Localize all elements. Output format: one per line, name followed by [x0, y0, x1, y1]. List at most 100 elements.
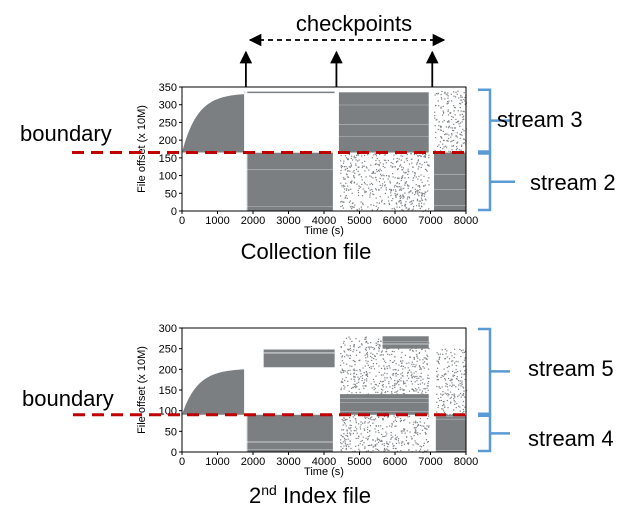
scatter-point — [404, 177, 406, 179]
scatter-point — [360, 206, 362, 208]
scatter-point — [401, 375, 403, 377]
scatter-point — [349, 424, 351, 426]
scatter-point — [406, 436, 408, 438]
scatter-point — [395, 447, 397, 450]
scatter-point — [419, 445, 421, 447]
scatter-point — [406, 375, 409, 377]
scatter-point — [357, 376, 359, 378]
scatter-point — [419, 389, 421, 391]
scatter-point — [380, 425, 382, 427]
scatter-point — [358, 448, 360, 450]
scatter-point — [397, 167, 399, 170]
scatter-point — [410, 153, 412, 155]
scatter-point — [449, 413, 451, 415]
scatter-point — [420, 179, 422, 181]
scatter-point — [378, 431, 380, 434]
scatter-point — [371, 182, 373, 184]
scatter-point — [385, 174, 388, 177]
scatter-point — [375, 188, 377, 190]
scatter-point — [397, 177, 399, 179]
scatter-point — [339, 364, 342, 366]
scatter-point — [446, 386, 449, 388]
scatter-point — [445, 133, 447, 135]
scatter-point — [394, 434, 397, 436]
scatter-point — [382, 165, 384, 167]
scatter-point — [426, 385, 428, 387]
scatter-point — [453, 399, 455, 402]
scatter-point — [426, 354, 428, 356]
scatter-point — [457, 90, 459, 92]
scatter-point — [458, 384, 460, 386]
scatter-point — [387, 196, 389, 198]
scatter-point — [402, 195, 404, 197]
scatter-point — [380, 392, 382, 395]
scatter-point — [345, 337, 348, 339]
scatter-point — [440, 129, 442, 132]
scatter-point — [404, 205, 406, 207]
scatter-point — [374, 387, 376, 390]
scatter-point — [369, 183, 371, 185]
scatter-point — [410, 190, 412, 192]
scatter-point — [341, 380, 343, 382]
scatter-point — [447, 137, 450, 140]
scatter-point — [391, 422, 393, 425]
scatter-point — [395, 196, 397, 198]
scatter-point — [419, 367, 422, 369]
scatter-point — [398, 206, 401, 208]
scatter-point — [361, 379, 363, 382]
scatter-point — [416, 425, 419, 427]
stream-bracket-1 — [478, 152, 492, 212]
scatter-point — [402, 441, 404, 443]
scatter-point — [359, 450, 361, 452]
stream-bracket-0 — [478, 88, 492, 153]
scatter-point — [364, 365, 366, 367]
scatter-point — [364, 385, 366, 387]
scatter-point — [421, 390, 424, 392]
scatter-point — [398, 200, 400, 202]
scatter-point — [343, 191, 345, 193]
scatter-point — [428, 184, 430, 186]
scatter-point — [411, 158, 413, 160]
scatter-point — [369, 346, 371, 348]
scatter-point — [459, 380, 461, 382]
scatter-point — [340, 172, 342, 174]
scatter-point — [390, 437, 393, 439]
scatter-point — [435, 131, 437, 133]
scatter-point — [347, 158, 349, 160]
scatter-point — [405, 158, 407, 160]
scatter-point — [345, 444, 347, 446]
scatter-point — [437, 379, 440, 381]
scatter-point — [403, 429, 405, 431]
scatter-point — [448, 150, 450, 152]
y-tick-label: 250 — [159, 344, 177, 356]
scatter-point — [356, 154, 358, 157]
scatter-point — [355, 430, 357, 432]
scatter-point — [414, 381, 416, 383]
scatter-point — [439, 141, 441, 143]
scatter-point — [367, 393, 370, 395]
scatter-point — [437, 128, 439, 131]
scatter-point — [442, 121, 444, 123]
y-tick-label: 150 — [159, 153, 177, 165]
scatter-point — [450, 391, 452, 393]
scatter-point — [460, 99, 462, 101]
scatter-point — [446, 94, 448, 96]
x-tick-label: 6000 — [383, 456, 407, 468]
scatter-point — [375, 448, 377, 450]
scatter-point — [370, 204, 372, 206]
scatter-point — [400, 177, 403, 180]
scatter-point — [344, 423, 346, 425]
scatter-point — [434, 117, 436, 119]
scatter-point — [424, 350, 427, 352]
scatter-point — [381, 439, 383, 442]
scatter-point — [408, 362, 410, 364]
scatter-point — [394, 192, 396, 195]
scatter-point — [340, 195, 342, 197]
scatter-point — [340, 345, 342, 348]
scatter-point — [459, 133, 461, 135]
scatter-point — [383, 443, 385, 445]
scatter-point — [362, 422, 364, 424]
scatter-point — [448, 358, 451, 360]
scatter-point — [391, 426, 393, 428]
scatter-point — [369, 425, 372, 427]
